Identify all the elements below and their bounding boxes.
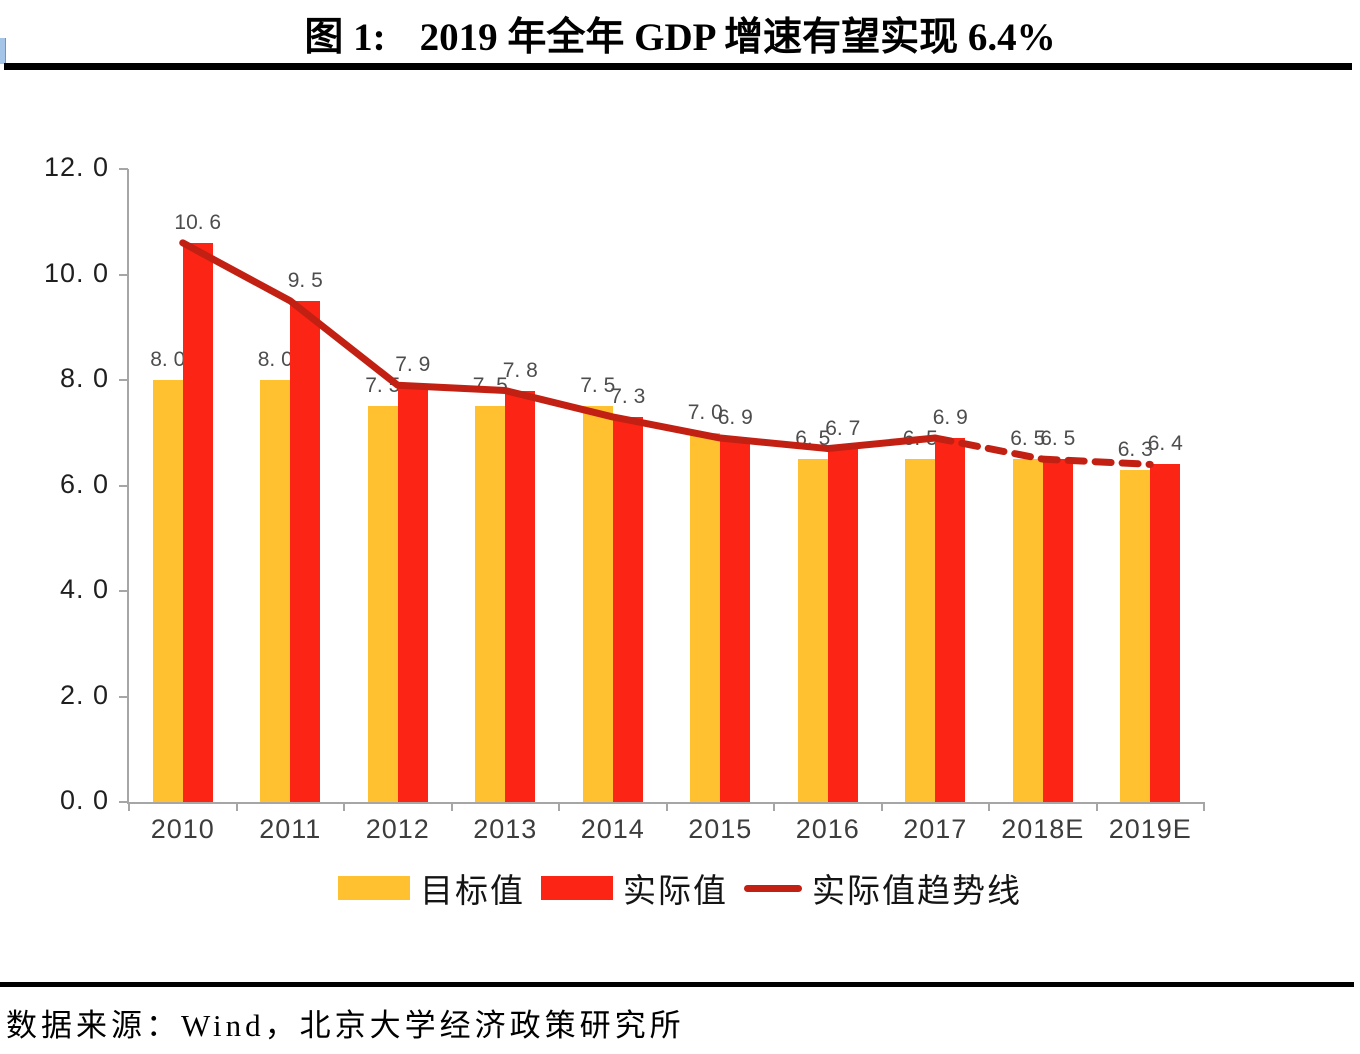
actual-bar: [827, 448, 858, 802]
x-axis-label: 2018E: [1001, 814, 1085, 844]
actual-bar: [1150, 464, 1181, 802]
target-bar: [905, 459, 936, 802]
x-axis-tick: [343, 802, 345, 811]
target-value-label: 8. 0: [150, 348, 186, 371]
title-divider-line: [4, 63, 1352, 70]
x-axis-tick: [1095, 802, 1098, 811]
y-axis-tick: [119, 484, 128, 487]
target-bar: [690, 432, 721, 802]
x-axis-label: 2015: [688, 814, 753, 844]
footer-divider-line: [0, 982, 1354, 987]
page-title: 图 1: 2019 年全年 GDP 增速有望实现 6.4%: [0, 6, 1360, 62]
figure-label: 图 1:: [304, 16, 386, 59]
x-axis-label: 2017: [903, 814, 968, 844]
y-axis-label: 8. 0: [59, 363, 109, 393]
x-axis-tick: [988, 802, 990, 811]
legend-item-target: 目标值: [338, 864, 525, 912]
target-bar: [475, 406, 506, 802]
trendline-swatch-icon: [744, 884, 802, 892]
y-axis-label: 10. 0: [43, 257, 109, 288]
y-axis-tick: [119, 273, 128, 276]
actual-bar: [1042, 459, 1073, 802]
actual-bar: [505, 390, 536, 802]
x-axis-tick: [880, 802, 883, 811]
x-axis-label: 2014: [580, 814, 645, 844]
y-axis-tick: [119, 590, 128, 592]
legend-item-actual: 实际值: [541, 864, 728, 912]
data-source-note: 数据来源：Wind，北京大学经济政策研究所: [6, 1008, 685, 1043]
y-axis-tick: [119, 801, 128, 803]
x-axis-label: 2016: [795, 814, 860, 844]
target-bar: [797, 459, 828, 802]
actual-bar: [397, 385, 428, 802]
actual-value-label: 7. 3: [610, 384, 646, 408]
x-axis-tick: [773, 802, 775, 811]
y-axis-tick: [119, 379, 128, 381]
target-bar: [582, 406, 613, 802]
x-axis-tick: [128, 802, 130, 811]
actual-bar: [182, 242, 213, 802]
actual-value-label: 7. 9: [395, 353, 431, 377]
gdp-growth-chart: 0. 0 2. 0 4. 0 6. 0 8. 0 10. 0 12. 0 2010 2011 20…: [44, 152, 1205, 844]
scrollbar-fragment: [0, 38, 6, 64]
actual-bar: [612, 416, 643, 802]
actual-value-label: 6. 5: [1040, 427, 1076, 451]
actual-value-label: 6. 9: [717, 406, 753, 430]
legend-item-trendline: 实际值趋势线: [744, 864, 1022, 912]
actual-value-label: 6. 9: [932, 406, 968, 430]
x-axis-label: 2019E: [1108, 814, 1192, 844]
target-swatch-icon: [338, 876, 410, 900]
y-axis-label: 6. 0: [59, 468, 109, 499]
target-bar: [1012, 459, 1043, 802]
x-axis-label: 2012: [365, 814, 430, 844]
actual-bar: [290, 300, 321, 802]
x-axis-label: 2010: [150, 814, 215, 844]
plot-area: 0. 0 2. 0 4. 0 6. 0 8. 0 10. 0 12. 0 2010 2011 20…: [44, 152, 1205, 844]
y-axis-tick: [119, 695, 128, 698]
actual-value-label: 10. 6: [174, 210, 222, 234]
target-bar: [152, 380, 183, 802]
legend-label-target: 目标值: [420, 874, 525, 910]
figure-title-text: 2019 年全年 GDP 增速有望实现 6.4%: [419, 16, 1056, 59]
x-axis-tick: [235, 802, 238, 811]
chart-legend: 目标值 实际值 实际值趋势线: [0, 864, 1360, 912]
x-axis-tick: [450, 802, 453, 811]
actual-value-label: 6. 7: [825, 416, 861, 440]
target-bar: [1120, 469, 1151, 802]
x-axis-tick: [1203, 802, 1205, 811]
actual-bar: [935, 438, 966, 802]
legend-label-trendline: 实际值趋势线: [812, 874, 1022, 910]
x-axis-label: 2013: [473, 814, 538, 844]
actual-swatch-icon: [541, 876, 613, 900]
y-axis-label: 12. 0: [43, 152, 109, 182]
x-axis-label: 2011: [259, 814, 322, 844]
actual-value-label: 7. 8: [502, 358, 538, 382]
legend-label-actual: 实际值: [623, 874, 728, 910]
target-bar: [260, 380, 291, 802]
actual-value-label: 6. 4: [1147, 432, 1183, 456]
y-axis-label: 2. 0: [59, 679, 109, 710]
y-axis-label: 4. 0: [59, 574, 109, 604]
actual-value-label: 9. 5: [287, 268, 323, 292]
y-axis-label: 0. 0: [59, 785, 109, 815]
x-axis-tick: [558, 802, 560, 811]
actual-bar: [720, 438, 751, 802]
y-axis-tick: [119, 168, 128, 170]
x-axis-tick: [665, 802, 668, 811]
target-bar: [367, 406, 398, 802]
